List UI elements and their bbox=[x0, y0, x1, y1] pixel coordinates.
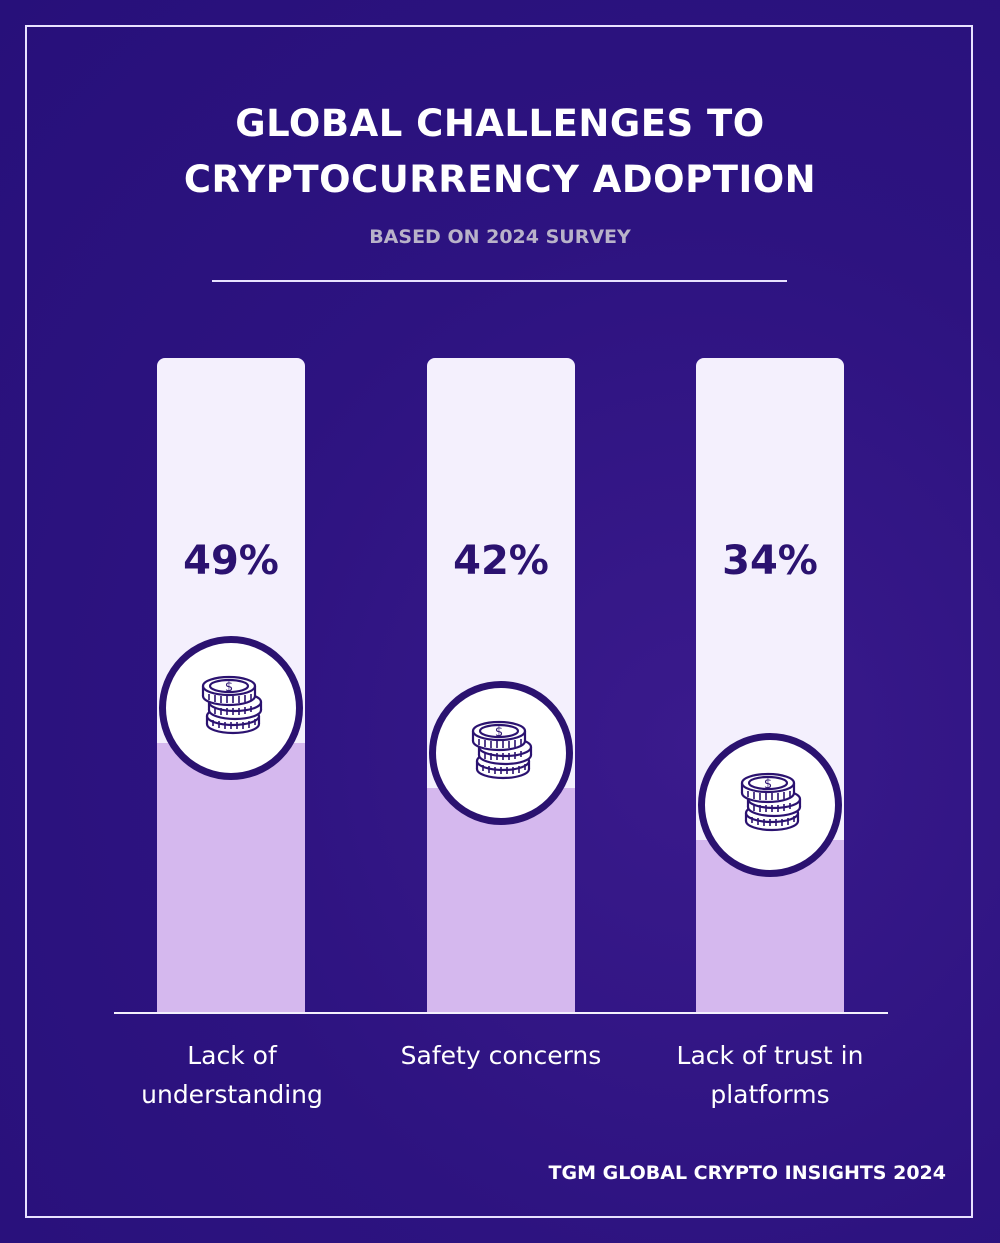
title-line-1: GLOBAL CHALLENGES TO bbox=[235, 102, 765, 145]
svg-text:$: $ bbox=[764, 777, 772, 792]
border-frame bbox=[25, 25, 973, 1218]
category-label: Lack of trust in platforms bbox=[676, 1041, 864, 1109]
coin-badge: $ bbox=[159, 635, 303, 780]
chart-title: GLOBAL CHALLENGES TO CRYPTOCURRENCY ADOP… bbox=[0, 96, 1000, 208]
coin-stack-icon: $ bbox=[461, 711, 541, 795]
title-line-2: CRYPTOCURRENCY ADOPTION bbox=[183, 158, 817, 201]
bar-fill bbox=[157, 742, 305, 1012]
coin-badge: $ bbox=[698, 733, 842, 878]
bar: 34% $ bbox=[696, 358, 844, 1012]
coin-stack-icon: $ bbox=[191, 666, 271, 750]
data-label: 42% bbox=[453, 538, 549, 584]
footer-source: TGM GLOBAL CRYPTO INSIGHTS 2024 bbox=[548, 1162, 946, 1184]
data-label: 49% bbox=[183, 538, 279, 584]
category-label: Lack of understanding bbox=[141, 1041, 323, 1109]
category-label: Safety concerns bbox=[400, 1041, 602, 1070]
svg-text:$: $ bbox=[495, 725, 503, 740]
svg-text:$: $ bbox=[225, 680, 233, 695]
coin-stack-icon: $ bbox=[730, 763, 810, 847]
bar: 49% $ bbox=[157, 358, 305, 1012]
data-label: 34% bbox=[722, 538, 818, 584]
bar: 42% $ bbox=[427, 358, 575, 1012]
coin-badge: $ bbox=[429, 681, 573, 826]
divider bbox=[212, 280, 787, 282]
chart-subtitle: BASED ON 2024 SURVEY bbox=[369, 226, 631, 248]
baseline bbox=[114, 1012, 888, 1014]
bar-fill bbox=[427, 788, 575, 1012]
